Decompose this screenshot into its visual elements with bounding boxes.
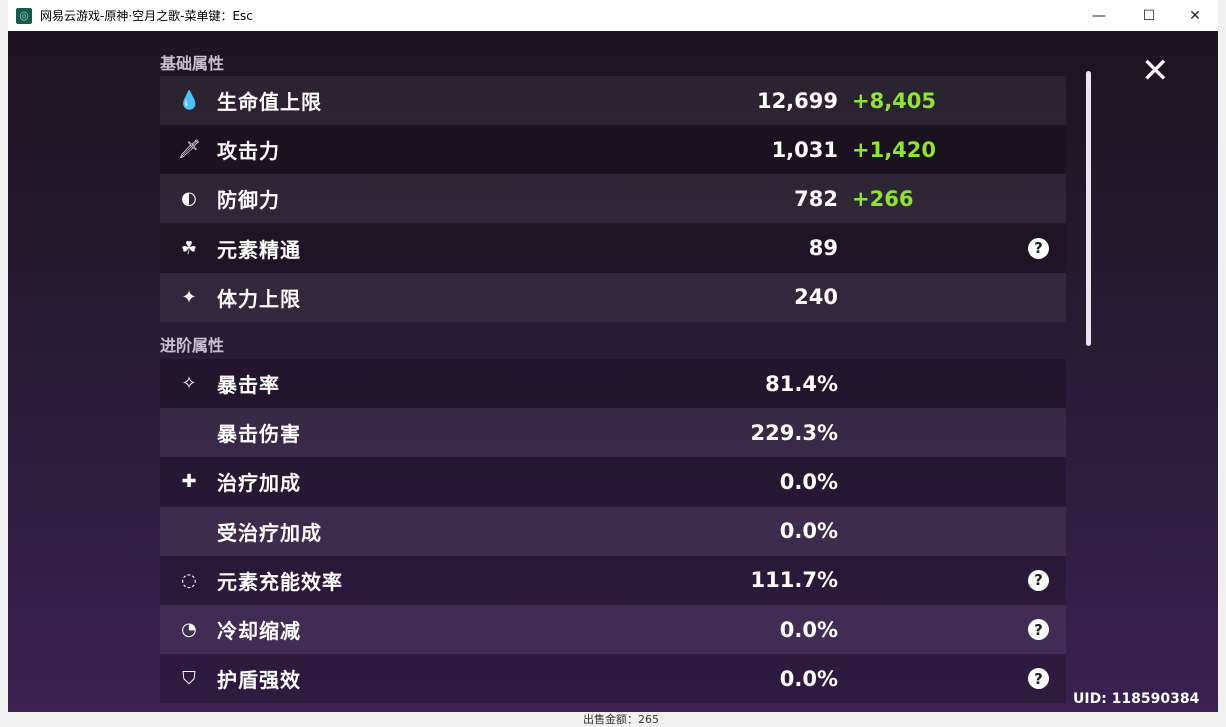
stat-label: 护盾强效 bbox=[217, 668, 301, 693]
hp-drop-icon: 💧 bbox=[178, 90, 201, 111]
stat-value: 229.3% bbox=[750, 420, 838, 445]
section-advanced-header: 进阶属性 bbox=[160, 336, 225, 355]
uid-label: UID: 118590384 bbox=[1073, 691, 1200, 707]
stat-value: 111.7% bbox=[750, 568, 838, 593]
stat-label: 治疗加成 bbox=[217, 471, 301, 496]
energy-recharge-icon: ◌ bbox=[181, 569, 197, 591]
stat-label: 元素充能效率 bbox=[217, 569, 343, 594]
elemental-mastery-icon: ☘ bbox=[180, 237, 198, 259]
stat-value: 0.0% bbox=[779, 519, 838, 544]
stat-label: 生命值上限 bbox=[217, 90, 322, 114]
stat-label: 元素精通 bbox=[217, 237, 301, 262]
section-basic-header: 基础属性 bbox=[160, 54, 225, 73]
stat-value: 0.0% bbox=[779, 617, 838, 642]
stat-row: ◐ 防御力 782 +266 bbox=[160, 174, 1066, 224]
stat-value: 782 bbox=[794, 186, 838, 211]
window-close-button[interactable]: ✕ bbox=[1189, 7, 1201, 24]
sword-icon: 🗡 bbox=[178, 139, 201, 161]
help-question-icon[interactable]: ? bbox=[1028, 619, 1049, 640]
stat-row: ✚ 治疗加成 0.0% bbox=[160, 457, 1066, 507]
stat-bonus: +1,420 bbox=[852, 137, 937, 162]
help-question-icon[interactable]: ? bbox=[1028, 237, 1049, 259]
crit-rate-icon: ✧ bbox=[181, 373, 197, 394]
stat-label: 防御力 bbox=[217, 188, 280, 213]
stat-label: 暴击率 bbox=[217, 373, 280, 397]
window-titlebar: ◎ 网易云游戏-原神·空月之歌-菜单键：Esc — ☐ ✕ bbox=[8, 0, 1218, 31]
stat-row: 暴击伤害 229.3% bbox=[160, 408, 1066, 458]
help-question-icon[interactable]: ? bbox=[1028, 668, 1049, 690]
stat-row: ⛉ 护盾强效 0.0%? bbox=[160, 654, 1066, 704]
stat-row: 受治疗加成 0.0% bbox=[160, 506, 1066, 556]
stat-label: 受治疗加成 bbox=[217, 520, 322, 545]
game-viewport: 基础属性 💧 生命值上限 12,699 +8,405 🗡 攻击力 1,031 +1,420 ◐ 防… bbox=[8, 31, 1218, 712]
window-title: 网易云游戏-原神·空月之歌-菜单键：Esc bbox=[40, 9, 253, 23]
stat-row: ◔ 冷却缩减 0.0%? bbox=[160, 605, 1066, 654]
minimize-button[interactable]: — bbox=[1092, 7, 1106, 24]
help-question-icon[interactable]: ? bbox=[1028, 569, 1049, 591]
stat-label: 攻击力 bbox=[217, 139, 280, 164]
stat-value: 1,031 bbox=[771, 137, 838, 162]
stamina-icon: ✦ bbox=[181, 286, 197, 308]
stat-row: 🗡 攻击力 1,031 +1,420 bbox=[160, 125, 1066, 175]
maximize-button[interactable]: ☐ bbox=[1142, 7, 1156, 24]
stat-row: ◌ 元素充能效率 111.7%? bbox=[160, 555, 1066, 605]
scrollbar[interactable] bbox=[1086, 71, 1091, 346]
stat-row: ☘ 元素精通 89? bbox=[160, 223, 1066, 273]
stat-bonus: +266 bbox=[852, 186, 914, 211]
stat-value: 0.0% bbox=[779, 469, 838, 494]
stat-row: ✦ 体力上限 240 bbox=[160, 272, 1066, 322]
healing-plus-icon: ✚ bbox=[181, 471, 197, 493]
stat-bonus: +8,405 bbox=[852, 88, 937, 113]
stat-label: 体力上限 bbox=[217, 286, 301, 311]
stat-value: 89 bbox=[808, 236, 838, 261]
app-logo-icon: ◎ bbox=[16, 7, 32, 24]
stat-value: 0.0% bbox=[779, 666, 838, 691]
stat-label: 暴击伤害 bbox=[217, 422, 301, 447]
stat-row: 💧 生命值上限 12,699 +8,405 bbox=[160, 76, 1066, 125]
close-panel-button[interactable]: ✕ bbox=[1141, 51, 1170, 91]
stat-value: 81.4% bbox=[765, 371, 838, 396]
stat-row: ✧ 暴击率 81.4% bbox=[160, 359, 1066, 408]
stat-label: 冷却缩减 bbox=[217, 619, 301, 643]
background-window-text: 出售金额：265 bbox=[583, 713, 659, 726]
cooldown-icon: ◔ bbox=[181, 619, 197, 640]
shield-strength-icon: ⛉ bbox=[182, 668, 196, 690]
stat-value: 240 bbox=[794, 285, 838, 310]
shield-icon: ◐ bbox=[181, 188, 197, 210]
stat-value: 12,699 bbox=[756, 88, 838, 113]
